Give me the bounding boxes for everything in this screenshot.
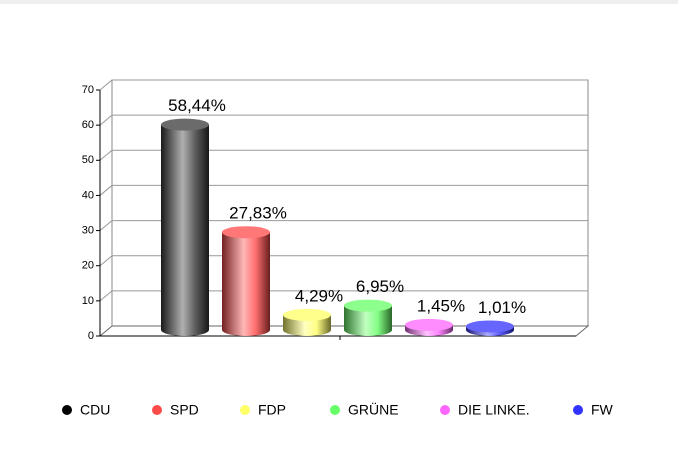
legend-marker <box>152 405 162 415</box>
bar-top <box>466 320 514 333</box>
y-tick-label: 50 <box>82 154 94 166</box>
legend-label: FDP <box>258 402 286 418</box>
bar <box>222 232 270 336</box>
legend-marker <box>62 405 72 415</box>
top-strip <box>0 0 678 4</box>
bar <box>283 314 331 336</box>
grid-line <box>99 290 588 302</box>
value-label: 4,29% <box>295 286 343 305</box>
bar-top <box>344 299 392 312</box>
grid-line <box>99 184 588 196</box>
y-tick-label: 40 <box>82 189 94 201</box>
value-label: 1,45% <box>417 296 465 315</box>
bar-top <box>405 318 453 331</box>
value-label: 58,44% <box>168 96 226 115</box>
legend-marker <box>573 405 583 415</box>
value-label: 6,95% <box>356 277 404 296</box>
y-tick-label: 10 <box>82 295 94 307</box>
grid-line <box>99 114 588 126</box>
legend-marker <box>240 405 250 415</box>
grid-line <box>99 255 588 267</box>
value-label: 1,01% <box>478 298 526 317</box>
legend-marker <box>330 405 340 415</box>
y-tick-label: 20 <box>82 260 94 272</box>
legend-label: SPD <box>170 402 199 418</box>
legend-marker <box>440 405 450 415</box>
value-label: 27,83% <box>229 204 287 223</box>
legend-label: CDU <box>80 402 110 418</box>
y-tick-label: 70 <box>82 84 94 96</box>
grid-line <box>99 79 588 91</box>
bar-top <box>161 118 209 131</box>
legend-label: GRÜNE <box>348 401 399 418</box>
bar <box>344 305 392 336</box>
y-tick-label: 0 <box>88 330 94 342</box>
bar-top <box>222 226 270 239</box>
legend-label: FW <box>591 402 614 418</box>
y-tick-label: 60 <box>82 119 94 131</box>
grid-line <box>99 149 588 161</box>
grid-line <box>99 220 588 231</box>
bar <box>161 124 209 336</box>
y-tick-label: 30 <box>82 224 94 236</box>
bar-top <box>283 308 331 321</box>
legend-label: DIE LINKE. <box>458 402 530 418</box>
